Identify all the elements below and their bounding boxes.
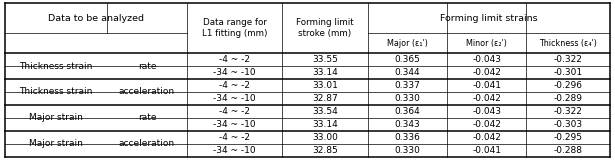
Text: 33.54: 33.54 (312, 107, 338, 116)
Text: rate: rate (138, 62, 156, 71)
Text: -0.301: -0.301 (554, 68, 582, 77)
Text: acceleration: acceleration (119, 139, 175, 148)
Text: -0.322: -0.322 (554, 107, 582, 116)
Text: Forming limit strains: Forming limit strains (440, 14, 538, 23)
Text: -0.303: -0.303 (554, 120, 582, 129)
Text: -0.041: -0.041 (472, 81, 501, 90)
Text: -0.289: -0.289 (554, 94, 582, 103)
Text: -34 ~ -10: -34 ~ -10 (213, 120, 256, 129)
Text: -4 ~ -2: -4 ~ -2 (219, 81, 250, 90)
Text: 0.337: 0.337 (395, 81, 421, 90)
Text: -0.288: -0.288 (554, 146, 582, 155)
Text: -0.296: -0.296 (554, 81, 582, 90)
Text: Data range for
L1 fitting (mm): Data range for L1 fitting (mm) (202, 18, 268, 38)
Text: 0.330: 0.330 (395, 146, 421, 155)
Text: 33.00: 33.00 (312, 133, 338, 142)
Text: Thickness strain: Thickness strain (19, 88, 92, 96)
Text: 33.55: 33.55 (312, 55, 338, 64)
Text: -0.043: -0.043 (472, 55, 501, 64)
Text: -0.295: -0.295 (554, 133, 582, 142)
Text: Major (ε₁'): Major (ε₁') (387, 39, 428, 48)
Text: Thickness (ε₄'): Thickness (ε₄') (539, 39, 597, 48)
Text: acceleration: acceleration (119, 88, 175, 96)
Text: Major strain: Major strain (29, 113, 83, 122)
Text: -0.043: -0.043 (472, 107, 501, 116)
Text: 0.344: 0.344 (395, 68, 421, 77)
Text: rate: rate (138, 113, 156, 122)
Text: -4 ~ -2: -4 ~ -2 (219, 133, 250, 142)
Text: 33.14: 33.14 (312, 120, 338, 129)
Text: -0.042: -0.042 (472, 68, 501, 77)
Text: Thickness strain: Thickness strain (19, 62, 92, 71)
Text: 0.343: 0.343 (395, 120, 421, 129)
Text: -0.041: -0.041 (472, 146, 501, 155)
Text: -34 ~ -10: -34 ~ -10 (213, 94, 256, 103)
Text: 0.330: 0.330 (395, 94, 421, 103)
Text: 0.336: 0.336 (395, 133, 421, 142)
Text: -0.042: -0.042 (472, 94, 501, 103)
Text: 33.01: 33.01 (312, 81, 338, 90)
Text: Minor (ε₂'): Minor (ε₂') (466, 39, 507, 48)
Text: -0.042: -0.042 (472, 133, 501, 142)
Text: 33.14: 33.14 (312, 68, 338, 77)
Text: 32.87: 32.87 (312, 94, 338, 103)
Text: Data to be analyzed: Data to be analyzed (48, 14, 144, 23)
Text: -4 ~ -2: -4 ~ -2 (219, 55, 250, 64)
Text: 0.364: 0.364 (395, 107, 421, 116)
Text: -34 ~ -10: -34 ~ -10 (213, 68, 256, 77)
Text: -34 ~ -10: -34 ~ -10 (213, 146, 256, 155)
Text: -0.322: -0.322 (554, 55, 582, 64)
Text: Forming limit
stroke (mm): Forming limit stroke (mm) (296, 18, 354, 38)
Text: -4 ~ -2: -4 ~ -2 (219, 107, 250, 116)
Text: 0.365: 0.365 (395, 55, 421, 64)
Text: Major strain: Major strain (29, 139, 83, 148)
Text: 32.85: 32.85 (312, 146, 338, 155)
Text: -0.042: -0.042 (472, 120, 501, 129)
